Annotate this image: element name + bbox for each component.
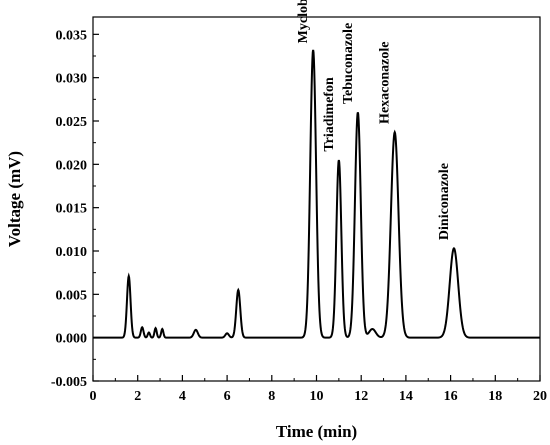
y-axis: -0.005 0.000 0.005 0.010 0.015 0.020 0.025 0.03… — [51, 28, 99, 390]
y-tick-label: 0.015 — [56, 202, 88, 217]
peak-label: Diniconazole — [437, 163, 452, 240]
x-axis-title: Time (min) — [276, 422, 357, 441]
x-tick-label: 8 — [268, 389, 275, 404]
series-line — [93, 49, 540, 339]
y-tick-label: 0.025 — [56, 115, 88, 130]
y-tick-label: 0.035 — [56, 28, 88, 43]
x-tick-label: 12 — [354, 389, 368, 404]
peak-label: Hexaconazole — [378, 42, 393, 124]
y-tick-label: 0.000 — [56, 332, 88, 347]
x-tick-label: 0 — [90, 389, 97, 404]
x-tick-label: 16 — [444, 389, 458, 404]
x-tick-label: 18 — [488, 389, 502, 404]
peak-annotations: Myclobutanil Triadimefon Tebuconazole Hexac… — [296, 0, 452, 240]
x-axis: 0 2 4 6 8 10 12 14 16 18 20 — [90, 375, 547, 404]
x-tick-label: 14 — [399, 389, 413, 404]
x-tick-label: 6 — [224, 389, 231, 404]
x-tick-label: 4 — [179, 389, 186, 404]
x-tick-label: 2 — [134, 389, 141, 404]
y-axis-title: Voltage (mV) — [5, 151, 24, 247]
y-tick-label: -0.005 — [51, 375, 87, 390]
x-tick-label: 10 — [310, 389, 324, 404]
peak-label: Tebuconazole — [341, 23, 356, 104]
y-tick-label: 0.005 — [56, 288, 88, 303]
y-tick-label: 0.030 — [56, 72, 88, 87]
x-tick-label: 20 — [533, 389, 547, 404]
peak-label: Myclobutanil — [296, 0, 311, 43]
y-tick-label: 0.020 — [56, 158, 88, 173]
peak-label: Triadimefon — [322, 77, 337, 152]
y-tick-label: 0.010 — [56, 245, 88, 260]
